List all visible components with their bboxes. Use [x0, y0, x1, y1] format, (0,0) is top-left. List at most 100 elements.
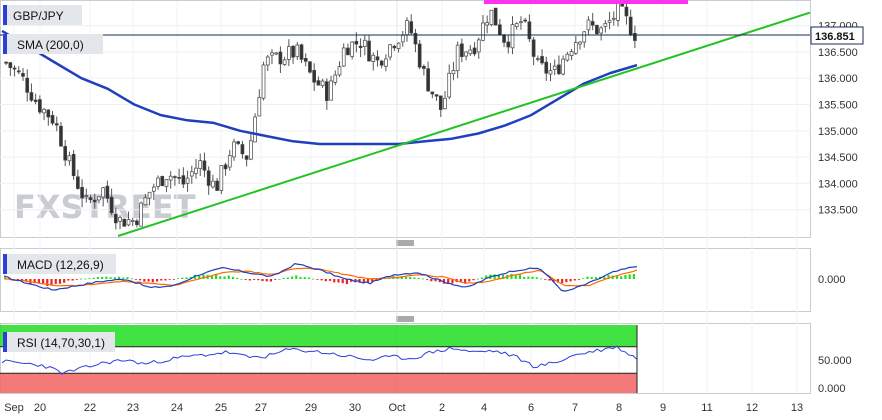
candle-body	[274, 52, 279, 55]
candle-body	[177, 176, 181, 179]
sma-label-text: SMA (200,0)	[17, 38, 84, 52]
candle-body	[417, 43, 422, 68]
candle-body	[130, 219, 135, 222]
candle-body	[586, 19, 591, 31]
macd-histogram-bar	[531, 276, 534, 279]
rsi-label[interactable]: RSI (14,70,30,1)	[3, 332, 115, 352]
macd-histogram-bar	[84, 278, 87, 280]
macd-histogram-bar	[501, 274, 505, 279]
candle-body	[244, 155, 249, 160]
candle-body	[109, 196, 114, 214]
candle-body	[489, 9, 494, 25]
macd-histogram-bar	[202, 274, 205, 279]
macd-histogram-bar	[328, 279, 332, 281]
candle-body	[375, 56, 380, 61]
price-tick-label: 136.000	[818, 73, 858, 85]
candle-body	[595, 24, 599, 35]
current-price-tag	[810, 26, 864, 45]
candle-body	[25, 77, 30, 93]
macd-histogram-bar	[240, 278, 243, 280]
candle-body	[219, 165, 224, 191]
macd-histogram-bar	[46, 279, 49, 287]
macd-histogram-bar	[168, 279, 171, 280]
macd-histogram-bar	[227, 275, 230, 279]
candle-body	[76, 176, 80, 189]
candle-body	[447, 72, 452, 98]
trendline-group	[117, 0, 811, 237]
macd-histogram-bar	[223, 276, 226, 279]
candle-body	[561, 58, 565, 75]
date-tick-label: 11	[701, 402, 712, 414]
candle-body	[611, 17, 616, 20]
macd-label[interactable]: MACD (12,26,9)	[3, 254, 116, 274]
sma-200-line	[1, 29, 638, 146]
macd-histogram-bar	[333, 279, 336, 283]
pane-resize-handle[interactable]	[396, 240, 414, 246]
axis-ticks: 133.500 134.000 134.500 135.000 135.500 136.0…	[818, 21, 858, 395]
candle-body	[341, 47, 346, 67]
macd-histogram-bar	[535, 277, 538, 279]
candle-body	[223, 164, 228, 170]
candle-body	[71, 153, 76, 177]
candle-body	[468, 49, 473, 55]
candle-body	[578, 41, 582, 45]
macd-histogram-bar	[594, 277, 597, 279]
macd-histogram-bar	[442, 279, 446, 284]
macd-histogram-bar	[493, 274, 496, 279]
candle-body	[8, 62, 13, 68]
candle-body	[472, 47, 477, 55]
candle-body	[379, 60, 384, 66]
macd-histogram-bar	[628, 274, 631, 279]
macd-histogram-bar	[101, 276, 104, 279]
candle-body	[451, 70, 456, 75]
candle-body	[312, 70, 316, 83]
date-tick-label: 30	[349, 402, 361, 414]
macd-histogram-bar	[548, 279, 551, 281]
candle-body	[599, 27, 603, 34]
macd-histogram-bar	[447, 279, 450, 285]
macd-histogram-bar	[147, 279, 150, 282]
candle-body	[240, 144, 245, 155]
macd-histogram-bar	[193, 274, 197, 279]
macd-histogram-bar	[510, 273, 513, 279]
candle-body	[502, 34, 506, 43]
candle-body	[50, 115, 55, 124]
candle-body	[114, 213, 118, 224]
current-price-label: 136.851	[815, 31, 855, 43]
macd-histogram-bar	[417, 277, 420, 279]
macd-histogram-bar	[426, 279, 429, 280]
candle-body	[249, 140, 253, 160]
macd-histogram-bar	[189, 276, 192, 279]
macd-tick-label: 0.000	[818, 274, 846, 286]
macd-histogram-bar	[151, 279, 154, 283]
sma-label[interactable]: SMA (200,0)	[3, 34, 103, 54]
macd-histogram-bar	[181, 277, 184, 279]
macd-histogram-bar	[274, 279, 277, 280]
macd-histogram-bar	[210, 275, 213, 279]
macd-histogram-bar	[468, 279, 471, 282]
macd-histogram-bar	[404, 276, 408, 279]
candle-body	[156, 177, 160, 187]
macd-histogram-bar	[459, 279, 462, 283]
macd-histogram-bar	[126, 277, 129, 279]
candle-body	[569, 51, 574, 56]
macd-histogram-bar	[75, 279, 78, 280]
macd-histogram-bar	[438, 279, 441, 283]
macd-histogram-bar	[139, 279, 142, 281]
macd-line	[3, 263, 638, 292]
candle-body	[147, 191, 152, 199]
pane-resize-handle[interactable]	[396, 316, 414, 322]
instrument-label[interactable]: GBP/JPY	[3, 5, 82, 25]
candle-body	[92, 199, 97, 203]
candle-body	[438, 95, 443, 110]
candle-body	[253, 116, 257, 143]
macd-histogram-bar	[341, 279, 344, 284]
candle-body	[21, 73, 25, 77]
macd-histogram-bar	[58, 279, 62, 284]
date-tick-label: 13	[791, 402, 803, 414]
candle-body	[565, 53, 570, 61]
candle-body	[514, 23, 519, 27]
date-tick-label: 7	[572, 402, 578, 414]
macd-histogram-bar	[252, 279, 256, 280]
candle-body	[536, 58, 540, 60]
